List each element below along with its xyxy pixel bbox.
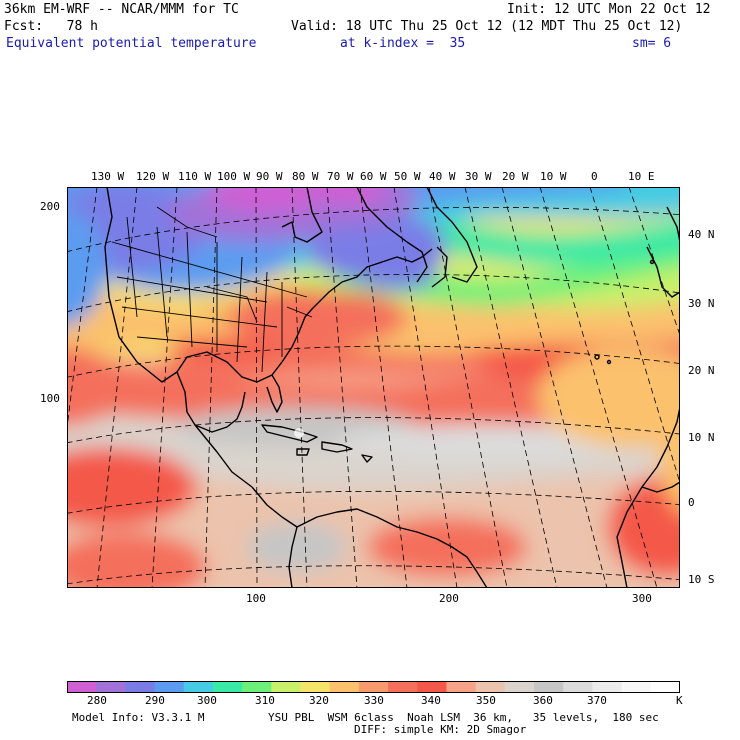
grid-label-x-200: 200 xyxy=(439,592,459,605)
lat-label-30n: 30 N xyxy=(688,297,715,310)
lon-label-100w: 100 W xyxy=(217,170,251,183)
colorbar-label-300: 300 xyxy=(197,694,217,707)
colorbar-swatch xyxy=(621,681,652,693)
forecast-hour: Fcst: 78 h xyxy=(4,19,98,34)
init-time: Init: 12 UTC Mon 22 Oct 12 xyxy=(507,2,711,17)
colorbar-label-290: 290 xyxy=(145,694,165,707)
coastlines xyxy=(104,187,680,588)
lon-label-70w: 70 W xyxy=(327,170,354,183)
lon-label-20w: 20 W xyxy=(502,170,529,183)
lon-label-10e: 10 E xyxy=(628,170,655,183)
lon-label-90w: 90 W xyxy=(256,170,283,183)
colorbar-label-320: 320 xyxy=(309,694,329,707)
colorbar-swatch xyxy=(183,681,214,693)
grid-label-x-100: 100 xyxy=(246,592,266,605)
smoothing-info: sm= 6 xyxy=(632,36,672,51)
lat-label-10n: 10 N xyxy=(688,431,715,444)
lat-label-10s: 10 S xyxy=(688,573,715,586)
colorbar-swatch xyxy=(96,681,126,693)
colorbar-label-370: 370 xyxy=(587,694,607,707)
lon-label-130w: 130 W xyxy=(91,170,125,183)
lon-label-30w: 30 W xyxy=(465,170,492,183)
lat-lon-grid xyxy=(67,187,680,588)
colorbar-swatch xyxy=(242,681,272,693)
field-name: Equivalent potential temperature xyxy=(6,36,257,51)
physics-info: YSU PBL WSM 6class Noah LSM 36 km, 35 le… xyxy=(268,711,659,724)
lon-label-80w: 80 W xyxy=(292,170,319,183)
lon-label-50w: 50 W xyxy=(394,170,421,183)
lon-label-10w: 10 W xyxy=(540,170,567,183)
colorbar-swatch xyxy=(300,681,331,693)
colorbar-swatch xyxy=(154,681,185,693)
colorbar-swatch xyxy=(125,681,156,693)
lat-label-0: 0 xyxy=(688,496,695,509)
colorbar-swatch xyxy=(446,681,477,693)
colorbar-label-340: 340 xyxy=(421,694,441,707)
lat-label-40n: 40 N xyxy=(688,228,715,241)
colorbar-label-330: 330 xyxy=(364,694,384,707)
colorbar-swatch xyxy=(417,681,447,693)
lon-label-0: 0 xyxy=(591,170,598,183)
colorbar-swatch xyxy=(534,681,564,693)
model-info: Model Info: V3.3.1 M xyxy=(72,711,205,724)
lon-label-40w: 40 W xyxy=(429,170,456,183)
theta-e-map xyxy=(67,187,680,588)
grid-label-x-300: 300 xyxy=(632,592,652,605)
colorbar xyxy=(67,681,680,693)
valid-time: Valid: 18 UTC Thu 25 Oct 12 (12 MDT Thu … xyxy=(291,19,683,34)
colorbar-unit: K xyxy=(676,694,683,707)
colorbar-border xyxy=(67,681,680,693)
cyclone-marker xyxy=(294,428,304,438)
model-title: 36km EM-WRF -- NCAR/MMM for TC xyxy=(4,2,239,17)
diffusion-info: DIFF: simple KM: 2D Smagor xyxy=(354,723,527,736)
lat-label-20n: 20 N xyxy=(688,364,715,377)
colorbar-swatch xyxy=(388,681,418,693)
grid-label-y-200: 200 xyxy=(40,200,60,213)
colorbar-swatch xyxy=(592,681,623,693)
colorbar-label-350: 350 xyxy=(476,694,496,707)
colorbar-label-310: 310 xyxy=(255,694,275,707)
colorbar-swatch xyxy=(475,681,506,693)
level-info: at k-index = 35 xyxy=(340,36,466,51)
colorbar-label-280: 280 xyxy=(87,694,107,707)
lon-label-110w: 110 W xyxy=(178,170,212,183)
colorbar-swatch xyxy=(358,681,389,693)
grid-label-y-100: 100 xyxy=(40,392,60,405)
colorbar-swatch xyxy=(271,681,302,693)
colorbar-swatch xyxy=(563,681,593,693)
lon-label-120w: 120 W xyxy=(136,170,170,183)
colorbar-swatch xyxy=(67,681,97,693)
political-boundaries xyxy=(111,206,313,373)
colorbar-swatch xyxy=(329,681,360,693)
colorbar-swatch xyxy=(212,681,243,693)
colorbar-swatch xyxy=(650,681,680,693)
colorbar-label-360: 360 xyxy=(533,694,553,707)
colorbar-swatch xyxy=(504,681,535,693)
lon-label-60w: 60 W xyxy=(360,170,387,183)
